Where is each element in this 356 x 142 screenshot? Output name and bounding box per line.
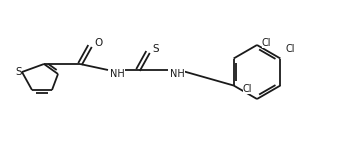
Text: O: O xyxy=(94,38,102,48)
Text: Cl: Cl xyxy=(286,43,295,54)
Text: S: S xyxy=(16,67,22,77)
Text: NH: NH xyxy=(170,69,185,79)
Text: S: S xyxy=(152,44,159,54)
Text: NH: NH xyxy=(110,69,125,79)
Text: Cl: Cl xyxy=(242,84,252,94)
Text: Cl: Cl xyxy=(262,38,272,48)
